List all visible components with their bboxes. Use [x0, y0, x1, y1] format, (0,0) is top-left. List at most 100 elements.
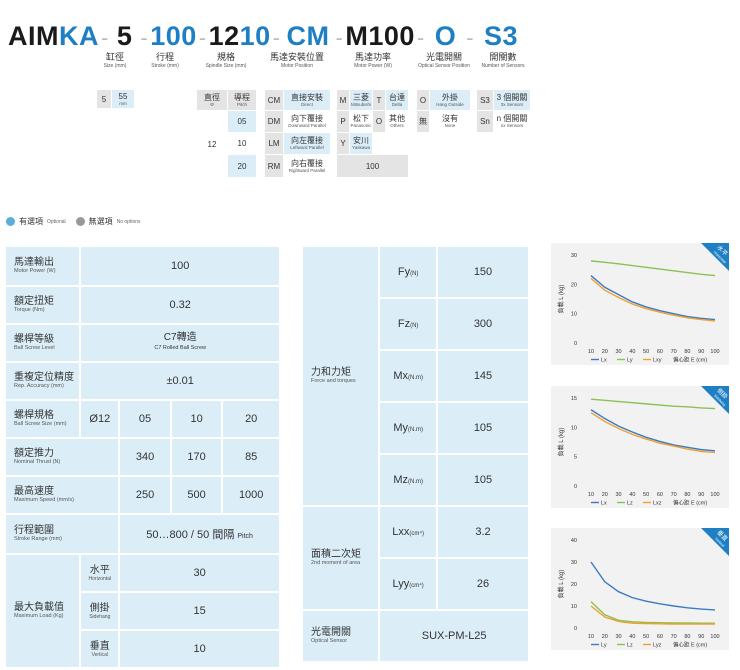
- y-tick-label: 30: [571, 560, 577, 566]
- optional-dot-icon: [6, 217, 15, 226]
- table-row: 額定扭矩 Torque (Nm) 0.32: [3, 285, 281, 325]
- col-sensors: 開關數 Number of Sensors: [481, 52, 525, 69]
- cell-value: 26: [436, 557, 530, 611]
- x-tick-label: 60: [657, 634, 663, 640]
- x-tick-label: 80: [684, 634, 690, 640]
- x-tick-label: 20: [602, 634, 608, 640]
- brand-code: T: [373, 90, 385, 110]
- sub-label: 側掛 Sidehang: [79, 591, 121, 631]
- motor-pos-label: 向左覆接 Leftward Parallel: [284, 133, 330, 154]
- spindle-dia-header: 直徑 Φ: [197, 90, 227, 110]
- cell-value: 30: [118, 553, 281, 593]
- spindle-pitch-20: 20: [228, 155, 256, 177]
- brand-code: P: [337, 111, 349, 132]
- model-seg-motor-pos: CM: [286, 21, 330, 51]
- sensor-count-code: Sn: [477, 111, 493, 132]
- sensor-pos-label: 沒有 None: [430, 111, 470, 132]
- spindle-dia: 12: [197, 111, 227, 177]
- cell-value: 10: [169, 399, 224, 439]
- y-axis-label: 負載 L (kg): [557, 285, 565, 314]
- model-seg-spindle-a: 12: [208, 21, 240, 51]
- table-row: 重複定位精度 Rep. Accuracy (mm) ±0.01: [3, 361, 281, 401]
- sensor-count-code: S3: [477, 90, 493, 110]
- col-spindle: 規格 Spindle Size (mm): [205, 52, 247, 69]
- series-line-Ly: [590, 260, 716, 277]
- table-row: 螺桿等級 Ball Screw Level C7轉造 C7 Rolled Ball …: [3, 323, 281, 363]
- x-tick-label: 50: [643, 349, 649, 355]
- x-tick-label: 10: [588, 349, 594, 355]
- y-tick-label: 20: [571, 582, 577, 588]
- table-row: 力和力矩 Force and torques Fy(N) 150: [300, 245, 530, 507]
- y-tick-label: 40: [571, 538, 577, 544]
- brand-label: 松下 Panasonic: [350, 111, 372, 132]
- row-label: 行程範圍 Stroke Range (mm): [3, 513, 121, 555]
- x-tick-label: 40: [629, 349, 635, 355]
- row-label: 額定扭矩 Torque (Nm): [3, 285, 82, 325]
- series-line-Lz: [590, 601, 715, 624]
- motor-pos-code: DM: [265, 111, 283, 132]
- row-label: 最大負載值 Maximum Load (Kg): [3, 553, 82, 669]
- legend-label: Lxz: [653, 501, 662, 507]
- y-tick-label: 0: [574, 484, 577, 490]
- x-tick-label: 40: [629, 634, 635, 640]
- y-tick-label: 20: [571, 282, 577, 288]
- row-label: 螺桿規格 Ball Screw Size (mm): [3, 399, 82, 439]
- model-seg-spindle-b: 10: [239, 21, 271, 51]
- x-tick-label: 60: [657, 492, 663, 498]
- load-chart-horizontal: 水平 Horizontal 負載 L (kg) 0 10 20 30 10 20 30 40 50 60…: [551, 243, 729, 365]
- x-tick-label: 50: [643, 492, 649, 498]
- model-seg-sensors: S3: [484, 21, 519, 51]
- y-axis-label: 負載 L (kg): [557, 428, 565, 457]
- sensor-pos-code: O: [417, 90, 429, 110]
- x-tick-label: 60: [657, 349, 663, 355]
- cell-value: 20: [221, 399, 281, 439]
- cell-value: 100: [79, 245, 281, 287]
- y-tick-label: 10: [571, 425, 577, 431]
- cell-value: SUX-PM-L25: [378, 609, 530, 663]
- cell-value: 10: [118, 629, 281, 669]
- y-tick-label: 10: [571, 312, 577, 318]
- cell-value: 105: [436, 401, 530, 455]
- table-row: 光電開關 Optical Sensor SUX-PM-L25: [300, 609, 530, 663]
- cell-value: 1000: [221, 475, 281, 515]
- size-code: 5: [97, 90, 111, 108]
- cell-value: ±0.01: [79, 361, 281, 401]
- sym-cell: Lxx(cm⁴): [378, 505, 438, 559]
- cell-value: 250: [118, 475, 172, 515]
- brand-label: 其他 Others: [386, 111, 408, 132]
- table-row: 垂直 Vertical 10: [5, 629, 281, 669]
- model-seg-stroke: 100: [150, 21, 197, 51]
- series-line-Lx: [590, 409, 716, 452]
- x-tick-label: 100: [710, 492, 719, 498]
- cell-value: 500: [169, 475, 224, 515]
- table-row: 最高速度 Maximum Speed (mm/s) 250 500 1000: [3, 475, 281, 515]
- table-row: Fz(N) 300: [302, 297, 530, 351]
- cell-value: C7轉造 C7 Rolled Ball Screw: [79, 323, 281, 363]
- x-tick-label: 50: [643, 634, 649, 640]
- legend-label: Lx: [601, 501, 607, 507]
- chart-badge: [701, 243, 729, 271]
- series-line-Lyz: [590, 605, 715, 625]
- x-tick-label: 80: [684, 349, 690, 355]
- cell-value: 3.2: [436, 505, 530, 559]
- row-label: 面積二次矩 2nd moment of area: [300, 505, 381, 611]
- legend-label: Lxy: [653, 358, 662, 364]
- sym-cell: My(N.m): [378, 401, 438, 455]
- x-tick-label: 70: [671, 349, 677, 355]
- series-line-Lz: [590, 398, 716, 410]
- sym-cell: Lyy(cm⁴): [378, 557, 438, 611]
- chart-badge: [701, 528, 729, 556]
- cell-value: 50…800 / 50 間隔 Pitch: [118, 513, 281, 555]
- y-tick-label: 15: [571, 396, 577, 402]
- x-tick-label: 90: [698, 634, 704, 640]
- x-tick-label: 40: [629, 492, 635, 498]
- model-seg-sensor-pos: O: [434, 21, 457, 51]
- row-label: 力和力矩 Force and torques: [300, 245, 381, 507]
- spindle-pitch-10: 10: [228, 133, 256, 154]
- spec-table-left: 馬達輸出 Motor Power (W) 100 額定扭矩 Torque (Nm) …: [3, 245, 281, 669]
- y-tick-label: 5: [574, 455, 577, 461]
- legend-label: Lx: [601, 358, 607, 364]
- sub-label: 垂直 Vertical: [79, 629, 121, 669]
- brand-code: O: [373, 111, 385, 132]
- brand-label: 安川 Yaskawa: [350, 133, 372, 154]
